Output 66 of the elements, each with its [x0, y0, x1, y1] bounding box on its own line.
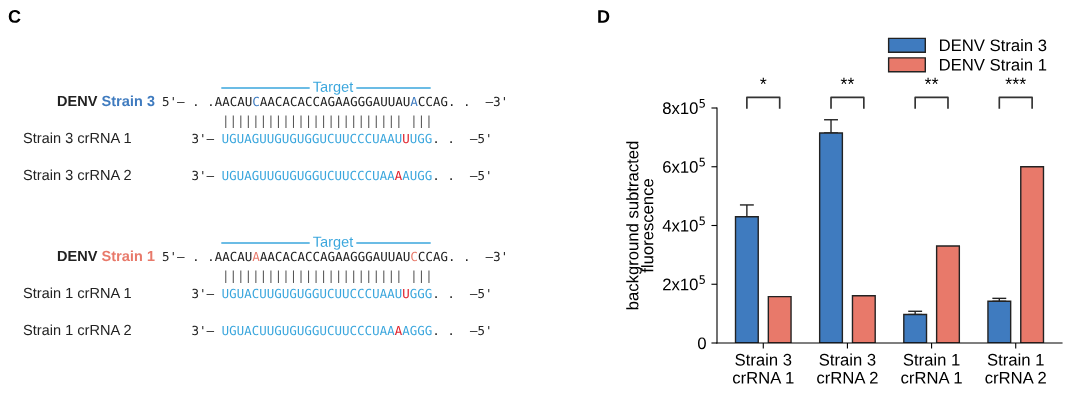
text: U: [403, 133, 409, 144]
x-tick-label: Strain 1 crRNA 1: [901, 353, 962, 384]
bar: [935, 245, 961, 343]
text: Strain 1 crRNA 1: [23, 287, 131, 299]
text: **: [924, 77, 939, 85]
y-tick-label: 4x10$^{5}$: [662, 216, 705, 232]
text: AGGG: [402, 325, 432, 336]
x-tick-label: Strain 3 crRNA 1: [732, 353, 794, 384]
text: A: [394, 170, 402, 180]
text: CCAG. . –3': [418, 251, 505, 262]
text: U: [403, 288, 409, 299]
text: |||||||||||||||||||||||| |||: [225, 115, 430, 128]
chart-title: D: [598, 10, 610, 23]
text: Strain 3: [101, 95, 155, 107]
text: A: [394, 325, 402, 335]
text: 5'– . .AACAU: [162, 251, 252, 262]
text: AACACACCAGAAGGGAUUAU: [260, 96, 410, 107]
legend-label: DENV Strain 1: [939, 58, 1047, 71]
text: AUGG: [402, 170, 432, 181]
text: |||||||||||||||||||||||| |||: [225, 270, 430, 283]
bar: [903, 313, 928, 343]
text: 5'– . .AACAU: [162, 96, 252, 107]
x-tick-label: Strain 1 crRNA 2: [985, 353, 1046, 384]
text: UGUACUUGUGUGGUCUUCCCUAA: [222, 325, 395, 336]
text: Strain 1: [101, 250, 155, 262]
y-tick-label: 0: [697, 337, 706, 350]
text: . . –5': [435, 325, 490, 336]
text: Strain 3 crRNA 2: [23, 169, 131, 181]
text: DENV: [57, 250, 98, 261]
bar: [851, 295, 876, 343]
y-tick-label: 8x10$^{5}$: [662, 99, 705, 115]
bar: [987, 300, 1012, 343]
bar: [767, 295, 792, 343]
text: A: [252, 251, 260, 261]
bar: [1020, 166, 1045, 343]
text: *: [760, 77, 767, 85]
text: Target: [313, 81, 354, 95]
text: 3'–: [192, 170, 215, 181]
text: Strain 3 crRNA 1: [23, 132, 131, 144]
text: . . –5': [435, 170, 490, 181]
text: 3'–: [192, 288, 215, 299]
text: CCAG. . –3': [418, 96, 505, 107]
text: C: [8, 10, 21, 23]
text: C: [253, 96, 259, 107]
text: AACACACCAGAAGGGAUUAU: [260, 251, 410, 262]
y-axis-title: background subtracted fluorescence: [626, 141, 654, 310]
text: Target: [313, 236, 354, 250]
text: 3'–: [192, 133, 215, 144]
text: . . –5': [435, 133, 490, 144]
x-tick-label: Strain 3 crRNA 2: [817, 353, 878, 384]
text: **: [840, 77, 855, 85]
text: UGUAGUUGUGUGGUCUUCCCUAAU: [222, 133, 402, 144]
text: UGUAGUUGUGUGGUCUUCCCUAA: [222, 170, 395, 181]
y-tick-label: 6x10$^{5}$: [663, 157, 705, 173]
legend-label: DENV Strain 3: [939, 38, 1047, 52]
y-tick-label: 2x10$^{5}$: [663, 275, 705, 291]
text: ***: [1005, 77, 1026, 85]
text: . . –5': [435, 288, 490, 299]
text: UGUACUUGUGUGGUCUUCCCUAAU: [222, 288, 402, 299]
text: GGG: [410, 288, 432, 299]
text: DENV: [57, 95, 98, 106]
text: C: [411, 251, 417, 262]
text: UGG: [410, 133, 432, 144]
text: Strain 1 crRNA 2: [23, 324, 131, 336]
text: A: [410, 96, 418, 106]
text: 3'–: [192, 325, 215, 336]
